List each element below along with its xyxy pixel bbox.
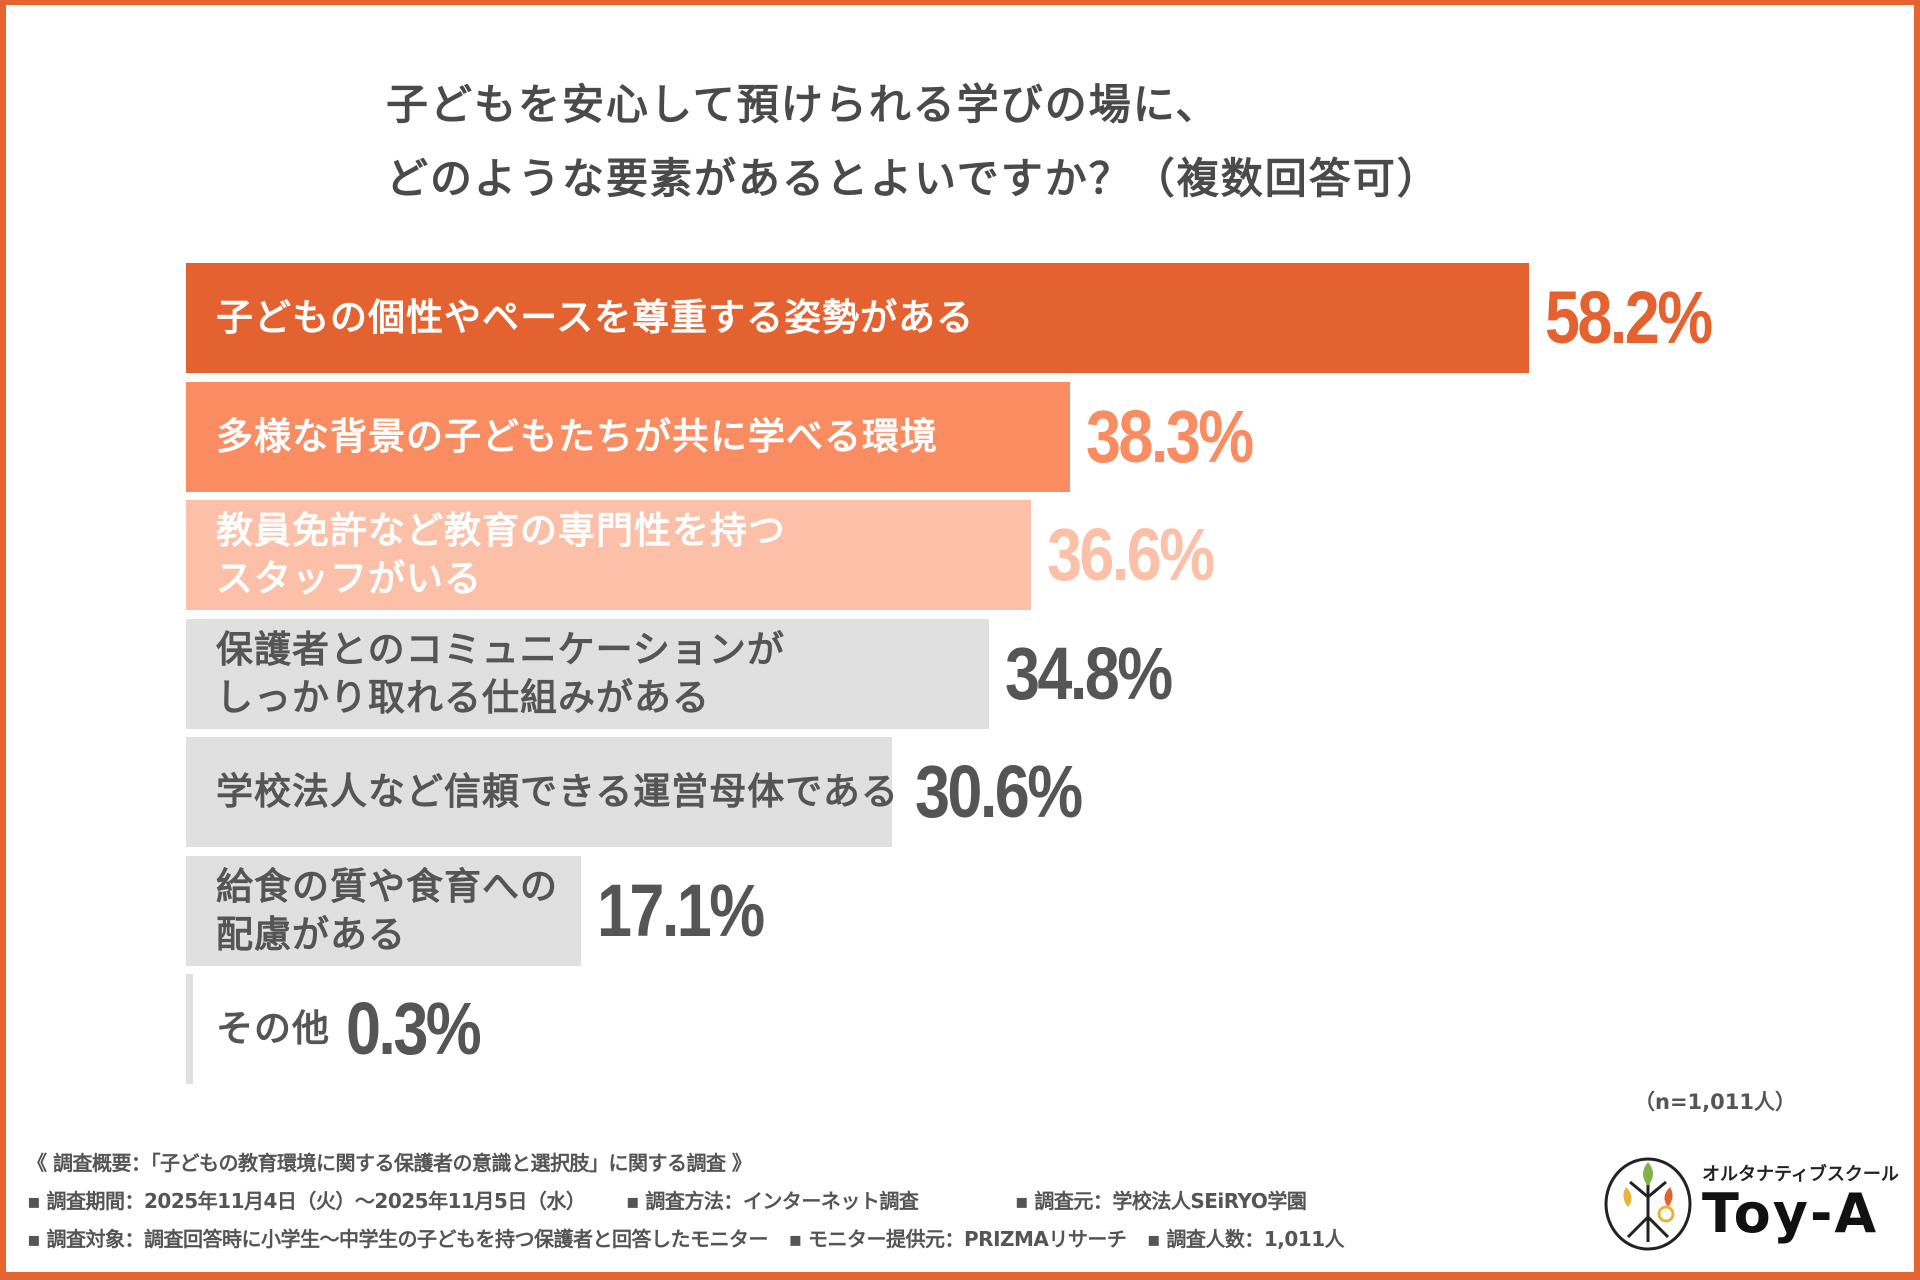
value-label-5: 30.6% xyxy=(915,750,1083,833)
bar-label-line: 学校法人など信頼できる運営母体である xyxy=(216,770,899,813)
bar-label-4: 保護者とのコミュニケーションが しっかり取れる仕組みがある xyxy=(216,626,785,722)
bar-label-5: 学校法人など信頼できる運営母体である xyxy=(216,768,899,816)
bar-label-line: 給食の質や食育への xyxy=(216,864,558,908)
footer-method: ▪ 調査方法：インターネット調査 xyxy=(625,1189,919,1213)
tree-emblem-icon xyxy=(1604,1157,1692,1251)
logo-tagline: オルタナティブスクール xyxy=(1702,1164,1899,1185)
value-label-3: 36.6% xyxy=(1046,513,1215,596)
bar-label-line: 多様な背景の子どもたちが共に学べる環境 xyxy=(216,414,938,458)
bar-label-line: 教員免許など教育の専門性を持つ xyxy=(216,509,786,552)
footer-summary: 《 調査概要：「子どもの教育環境に関する保護者の意識と選択肢」に関する調査 》 xyxy=(27,1151,752,1175)
footer-period: ▪ 調査期間：2025年11月4日（火）〜2025年11月5日（水） xyxy=(27,1189,586,1213)
chart-title: 子どもを安心して預けられる学びの場に、 どのような要素があるとよいですか？（複数… xyxy=(386,68,1441,216)
footer-source: ▪ 調査元：学校法人SEiRYO学園 xyxy=(1014,1189,1307,1213)
bar-label-line: 保護者とのコミュニケーションが xyxy=(216,627,785,671)
bar-1 xyxy=(186,263,1530,373)
bar-label-2: 多様な背景の子どもたちが共に学べる環境 xyxy=(216,413,938,461)
bar-label-line: 子どもの個性やペースを尊重する姿勢がある xyxy=(216,296,975,339)
footer-line-3: ▪ 調査対象：調査回答時に小学生〜中学生の子どもを持つ保護者と回答したモニター … xyxy=(27,1226,1345,1252)
bar-label-7: その他 xyxy=(216,1005,330,1053)
value-label-7: 0.3% xyxy=(346,987,482,1070)
toy-a-logo: オルタナティブスクール Toy-A xyxy=(1600,1152,1899,1252)
bar-2 xyxy=(186,381,1070,492)
bar-label-3: 教員免許など教育の専門性を持つ スタッフがいる xyxy=(216,507,786,603)
bar-4 xyxy=(186,618,990,729)
logo-name: Toy-A xyxy=(1702,1182,1878,1246)
footer-target: ▪ 調査対象：調査回答時に小学生〜中学生の子どもを持つ保護者と回答したモニター xyxy=(27,1227,769,1251)
bar-6 xyxy=(186,855,581,966)
bar-label-line: スタッフがいる xyxy=(216,557,482,600)
bar-label-line: しっかり取れる仕組みがある xyxy=(216,675,710,719)
footer-provider: ▪ モニター提供元：PRIZMAリサーチ xyxy=(788,1227,1127,1251)
value-label-4: 34.8% xyxy=(1005,631,1173,715)
value-label-1: 58.2% xyxy=(1545,276,1713,359)
bar-3 xyxy=(186,500,1031,610)
title-line-2: どのような要素があるとよいですか？（複数回答可） xyxy=(386,154,1441,203)
value-label-2: 38.3% xyxy=(1085,394,1254,478)
value-label-6: 17.1% xyxy=(596,868,765,952)
bar-7 xyxy=(186,974,193,1084)
bar-label-6: 給食の質や食育への 配慮がある xyxy=(216,863,558,959)
title-line-1: 子どもを安心して預けられる学びの場に、 xyxy=(386,80,1220,129)
bar-label-line: 配慮がある xyxy=(216,912,406,956)
bar-5 xyxy=(186,737,893,847)
logo-name-text: Toy-A xyxy=(1702,1182,1879,1245)
sample-size-note: （n=1,011人） xyxy=(1634,1090,1796,1114)
footer-count: ▪ 調査人数：1,011人 xyxy=(1146,1227,1345,1251)
bar-label-1: 子どもの個性やペースを尊重する姿勢がある xyxy=(216,294,974,342)
bar-label-line: その他 xyxy=(216,1007,330,1050)
footer-line-2: ▪ 調査期間：2025年11月4日（火）〜2025年11月5日（水） ▪ 調査方… xyxy=(27,1188,1340,1214)
